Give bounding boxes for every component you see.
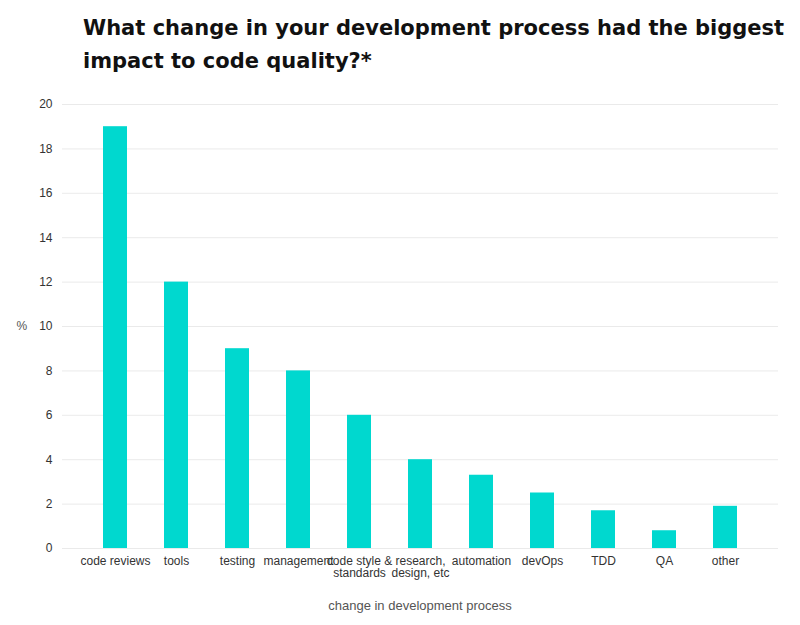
svg-text:testing: testing — [220, 554, 255, 568]
svg-text:research,design, etc: research,design, etc — [391, 554, 449, 580]
svg-text:management: management — [263, 554, 334, 568]
html-text:change in development process: change in development process — [328, 598, 512, 613]
svg-text:code style &standards: code style &standards — [327, 554, 392, 580]
svg-text:code reviews: code reviews — [80, 554, 150, 568]
svg-text:%: % — [17, 319, 28, 333]
svg-text:16: 16 — [39, 186, 53, 200]
svg-text:tools: tools — [164, 554, 189, 568]
svg-text:2: 2 — [46, 497, 53, 511]
svg-text:12: 12 — [39, 275, 53, 289]
svg-text:8: 8 — [46, 364, 53, 378]
svg-text:6: 6 — [46, 408, 53, 422]
svg-text:20: 20 — [39, 97, 53, 111]
svg-text:0: 0 — [46, 541, 53, 555]
svg-text:TDD: TDD — [591, 554, 616, 568]
svg-text:18: 18 — [39, 142, 53, 156]
svg-text:10: 10 — [39, 319, 53, 333]
svg-text:14: 14 — [39, 231, 53, 245]
html-text:What change in your developmen: What change in your development process … — [83, 16, 785, 73]
svg-text:automation: automation — [452, 554, 511, 568]
svg-text:4: 4 — [46, 453, 53, 467]
svg-text:other: other — [712, 554, 739, 568]
svg-text:devOps: devOps — [522, 554, 563, 568]
svg-text:QA: QA — [656, 554, 673, 568]
